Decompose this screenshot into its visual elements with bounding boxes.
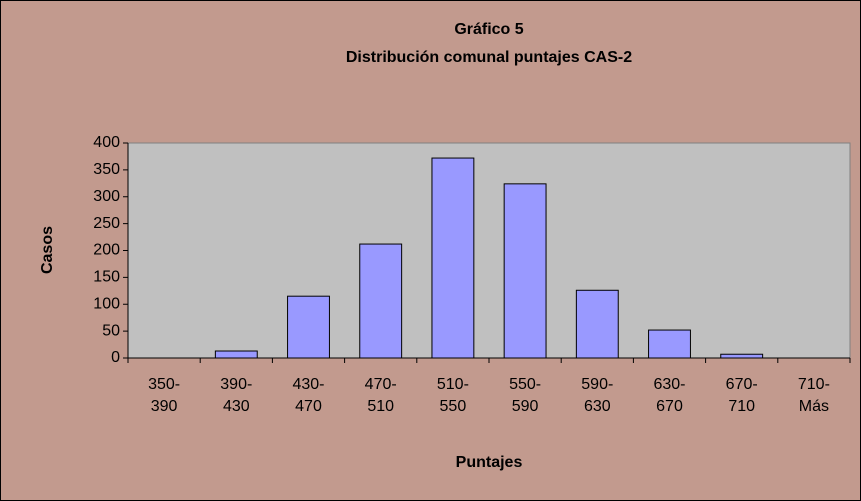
- bar: [287, 295, 330, 359]
- bar: [720, 353, 764, 359]
- x-tick-label: 590-630: [581, 376, 614, 415]
- y-tick-label: 200: [93, 242, 120, 259]
- chart-subtitle: Distribución comunal puntajes CAS-2: [346, 49, 632, 66]
- x-tick-label: 510-550: [436, 376, 469, 415]
- bar: [431, 157, 475, 359]
- y-tick-label: 350: [93, 161, 120, 178]
- x-tick-label: 470-510: [364, 376, 397, 415]
- y-tick-label: 300: [93, 188, 120, 205]
- x-tick-label: 670-710: [725, 376, 758, 415]
- x-tick-label: 630-670: [653, 376, 686, 415]
- y-axis-label: Casos: [39, 226, 56, 274]
- chart-title: Gráfico 5: [454, 21, 523, 38]
- x-axis-label: Puntajes: [456, 454, 523, 471]
- bar: [359, 243, 403, 359]
- y-tick-label: 400: [93, 134, 120, 151]
- bar: [503, 183, 547, 359]
- y-tick-label: 150: [93, 269, 120, 286]
- y-tick-label: 0: [111, 349, 120, 366]
- bar: [648, 329, 691, 359]
- y-tick-label: 100: [93, 295, 120, 312]
- x-tick-label: 710-Más: [797, 376, 830, 415]
- plot-area: [127, 142, 851, 359]
- bar: [575, 289, 619, 359]
- x-tick-label: 390-430: [220, 376, 253, 415]
- bar: [214, 350, 258, 359]
- y-tick-label: 50: [102, 322, 120, 339]
- x-tick-label: 350-390: [148, 376, 181, 415]
- x-tick-label: 430-470: [292, 376, 325, 415]
- x-tick-label: 550-590: [509, 376, 542, 415]
- y-tick-label: 250: [93, 215, 120, 232]
